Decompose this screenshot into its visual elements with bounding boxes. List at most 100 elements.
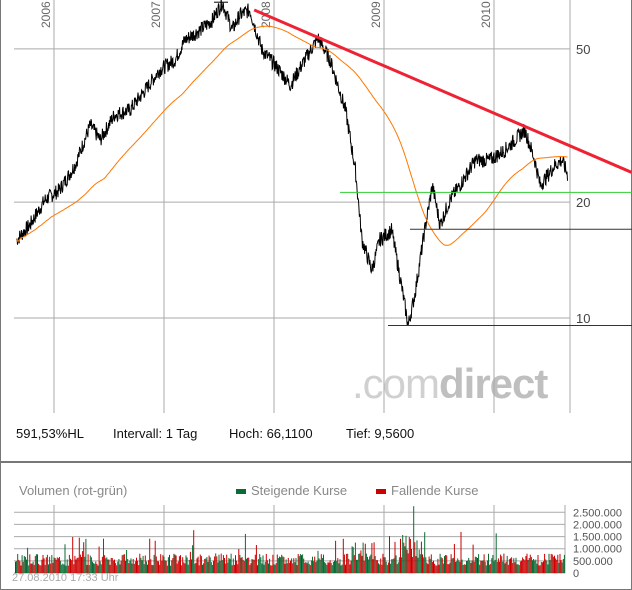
volume-bar bbox=[42, 555, 44, 573]
volume-bar bbox=[349, 564, 351, 573]
volume-bar bbox=[361, 555, 363, 573]
volume-bar bbox=[266, 560, 268, 573]
volume-bar bbox=[512, 562, 514, 573]
volume-bar bbox=[40, 565, 42, 573]
volume-bar bbox=[407, 553, 409, 573]
timestamp: 27.08.2010 17:33 Uhr bbox=[12, 572, 119, 584]
volume-bar bbox=[441, 558, 443, 573]
volume-bar bbox=[275, 563, 277, 573]
volume-bar bbox=[494, 559, 496, 573]
volume-bar bbox=[165, 560, 167, 573]
volume-bar bbox=[192, 545, 194, 573]
volume-bar bbox=[563, 554, 565, 573]
volume-bar bbox=[376, 560, 378, 573]
volume-title: Volumen (rot-grün) bbox=[19, 483, 128, 498]
volume-bar bbox=[398, 557, 400, 573]
volume-bar bbox=[202, 564, 203, 573]
volume-bar bbox=[304, 562, 306, 573]
volume-bar bbox=[185, 555, 187, 573]
volume-bar bbox=[537, 555, 539, 573]
volume-bar bbox=[437, 558, 439, 573]
volume-bar bbox=[150, 559, 152, 573]
volume-bar bbox=[383, 557, 385, 573]
volume-bar bbox=[97, 565, 99, 573]
volume-bar bbox=[253, 559, 255, 573]
volume-bar bbox=[195, 562, 197, 573]
volume-bar bbox=[158, 561, 159, 573]
volume-bar bbox=[162, 555, 164, 573]
volume-bar bbox=[471, 560, 473, 573]
volume-bar bbox=[307, 561, 309, 573]
volume-bar bbox=[129, 560, 131, 573]
volume-bar bbox=[533, 559, 535, 573]
volume-bar bbox=[263, 564, 265, 573]
volume-bar bbox=[147, 564, 148, 573]
volume-bar bbox=[125, 560, 126, 573]
volume-bar bbox=[456, 561, 458, 573]
volume-bar bbox=[364, 543, 366, 573]
legend-rising: Steigende Kurse bbox=[236, 483, 347, 498]
volume-bar bbox=[342, 538, 344, 573]
volume-bar bbox=[48, 564, 49, 573]
volume-bar bbox=[286, 563, 288, 573]
volume-bar bbox=[276, 554, 278, 573]
volume-bar bbox=[261, 563, 263, 573]
volume-bar bbox=[370, 554, 372, 573]
volume-bar bbox=[481, 560, 483, 573]
volume-bar bbox=[428, 556, 430, 573]
volume-bar bbox=[52, 562, 54, 573]
volume-bar bbox=[24, 556, 26, 573]
volume-bar bbox=[142, 555, 144, 573]
volume-bar bbox=[555, 558, 557, 573]
volume-bar bbox=[41, 559, 43, 573]
volume-bar bbox=[178, 556, 180, 573]
volume-bar bbox=[452, 557, 454, 573]
volume-bar bbox=[519, 561, 521, 573]
volume-bar bbox=[294, 562, 296, 573]
volume-bar bbox=[285, 559, 287, 573]
volume-bar bbox=[502, 561, 504, 573]
volume-bar bbox=[99, 561, 101, 573]
volume-bar bbox=[530, 557, 532, 573]
volume-bar bbox=[76, 557, 78, 573]
volume-bar bbox=[281, 554, 283, 573]
volume-bar bbox=[219, 561, 221, 573]
volume-bar bbox=[457, 558, 459, 573]
volume-bar bbox=[43, 558, 45, 573]
volume-bar bbox=[302, 554, 304, 573]
volume-bar bbox=[371, 543, 373, 573]
volume-bar bbox=[513, 558, 515, 573]
volume-bar bbox=[557, 554, 559, 573]
volume-bar bbox=[504, 563, 506, 573]
volume-bar bbox=[318, 558, 320, 573]
volume-bar bbox=[237, 564, 239, 573]
volume-bar bbox=[197, 556, 199, 573]
volume-bar bbox=[93, 563, 95, 573]
volume-bar bbox=[74, 555, 76, 573]
volume-bar bbox=[188, 559, 190, 573]
volume-bar bbox=[303, 558, 305, 573]
volume-bar bbox=[430, 554, 432, 573]
volume-bar bbox=[284, 563, 286, 573]
volume-bar bbox=[297, 554, 299, 573]
volume-bar bbox=[27, 547, 29, 573]
volume-bar bbox=[483, 554, 485, 573]
volume-bar bbox=[110, 557, 112, 573]
legend-falling: Fallende Kurse bbox=[376, 483, 478, 498]
volume-bar bbox=[496, 561, 498, 573]
volume-bar bbox=[310, 560, 312, 573]
volume-bar bbox=[248, 557, 250, 573]
volume-bar bbox=[155, 556, 157, 573]
volume-bar bbox=[90, 557, 92, 573]
volume-bar bbox=[153, 554, 155, 573]
volume-bar bbox=[527, 560, 529, 573]
volume-bar bbox=[123, 554, 125, 573]
volume-bar bbox=[375, 560, 377, 573]
volume-bar bbox=[50, 563, 52, 573]
volume-y-tick-label: 0 bbox=[573, 568, 579, 580]
volume-bar bbox=[435, 565, 437, 573]
volume-bar bbox=[22, 561, 24, 573]
volume-bar bbox=[299, 554, 301, 573]
volume-bar bbox=[230, 553, 232, 573]
volume-bar bbox=[416, 540, 418, 573]
